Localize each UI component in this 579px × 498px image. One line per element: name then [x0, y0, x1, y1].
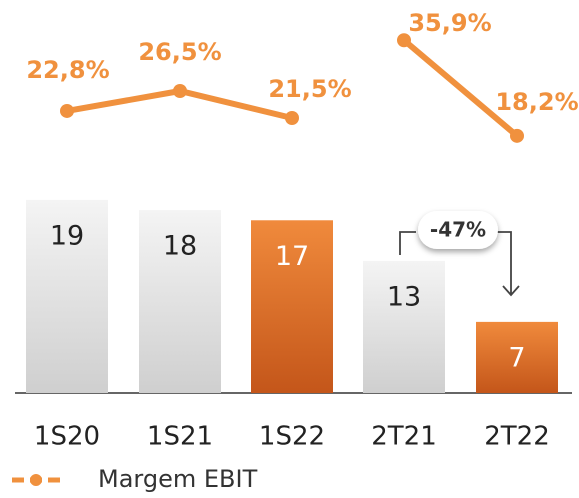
margin-point	[173, 84, 187, 98]
bar	[139, 210, 221, 393]
margin-label: 35,9%	[408, 9, 491, 37]
margin-point	[510, 128, 524, 143]
x-tick-label: 2T22	[484, 422, 550, 452]
x-tick-label: 1S21	[147, 422, 213, 452]
margin-point	[285, 111, 299, 125]
margin-line	[402, 37, 519, 139]
margin-point	[60, 103, 74, 118]
bar	[363, 260, 445, 393]
margin-label: 21,5%	[268, 75, 351, 103]
x-tick-label: 2T21	[371, 422, 437, 452]
bar	[26, 199, 108, 393]
x-tick-label: 1S22	[259, 422, 325, 452]
legend-marker	[30, 474, 42, 486]
x-tick-label: 1S20	[34, 422, 100, 452]
bar	[251, 220, 333, 393]
bar-value-label: 17	[275, 241, 309, 272]
bar-value-label: 7	[508, 342, 525, 373]
margin-point	[397, 33, 411, 48]
margin-label: 22,8%	[26, 56, 109, 84]
margin-label: 26,5%	[138, 38, 221, 66]
bracket-arrow	[399, 231, 520, 297]
bar-value-label: 18	[163, 231, 197, 262]
bar	[476, 321, 558, 393]
bar-value-label: 19	[50, 220, 84, 251]
legend-label: Margem EBIT	[98, 465, 258, 493]
annotation: -47%	[430, 218, 486, 242]
bar-value-label: 13	[387, 281, 421, 312]
annotation-pill	[418, 211, 498, 249]
margin-label: 18,2%	[495, 88, 578, 116]
